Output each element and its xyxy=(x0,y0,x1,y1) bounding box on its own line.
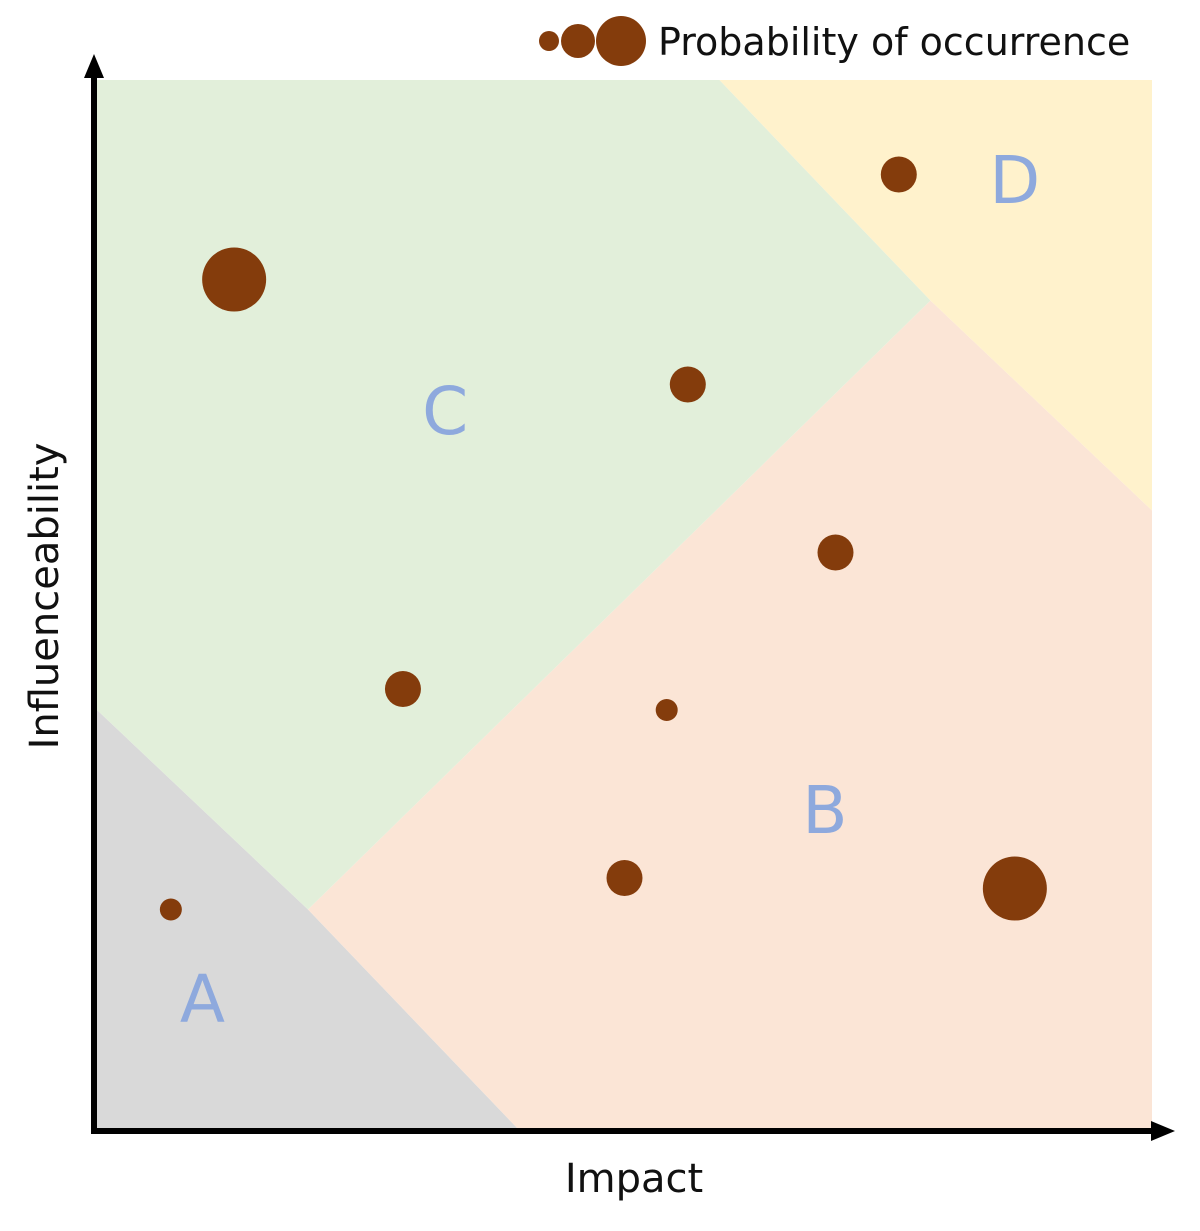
region-b xyxy=(308,300,1152,1130)
data-point xyxy=(606,860,643,896)
axes xyxy=(84,54,1175,1141)
data-point-group xyxy=(159,156,1047,921)
region-d xyxy=(719,80,1152,511)
legend-marker-large xyxy=(596,16,646,66)
data-point xyxy=(880,156,917,193)
data-point xyxy=(655,699,678,721)
data-point xyxy=(384,671,421,707)
data-point xyxy=(159,898,182,921)
region-c xyxy=(97,80,931,910)
legend: Probability of occurrence xyxy=(539,16,1130,66)
data-point xyxy=(817,534,854,571)
y-axis-label: Influenceability xyxy=(22,443,68,750)
legend-label: Probability of occurrence xyxy=(658,20,1130,64)
region-group xyxy=(97,80,1152,1130)
y-axis-arrow-icon xyxy=(84,54,104,78)
x-axis-label: Impact xyxy=(565,1156,703,1202)
region-label-c: C xyxy=(422,373,468,450)
region-label-d: D xyxy=(989,142,1040,219)
region-label-a: A xyxy=(180,961,225,1038)
data-point xyxy=(202,247,267,312)
region-label-group: A B C D xyxy=(180,142,1040,1038)
legend-marker-medium xyxy=(561,24,595,58)
data-point xyxy=(669,366,706,403)
x-axis-arrow-icon xyxy=(1151,1121,1175,1141)
region-label-b: B xyxy=(802,772,847,849)
data-point xyxy=(982,856,1047,921)
legend-marker-small xyxy=(539,31,559,51)
region-a xyxy=(97,710,519,1130)
